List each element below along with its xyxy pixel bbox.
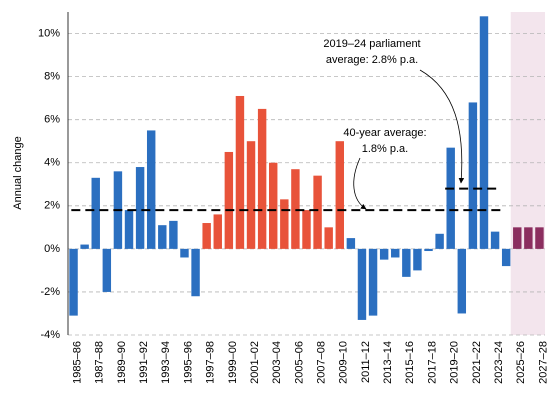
y-axis-label: Annual change bbox=[12, 136, 24, 209]
y-tick-label: 6% bbox=[44, 114, 60, 126]
x-tick-label: 1993–94 bbox=[160, 341, 172, 384]
bar bbox=[490, 231, 500, 249]
x-tick-label: 1999–00 bbox=[227, 341, 239, 384]
bar bbox=[501, 248, 511, 267]
x-tick-label: 2027–28 bbox=[537, 341, 549, 384]
bar bbox=[368, 248, 378, 316]
x-tick-label: 2021–22 bbox=[471, 341, 483, 384]
annotation: 40-year average: bbox=[343, 127, 426, 139]
bar bbox=[124, 210, 134, 249]
bar bbox=[102, 248, 112, 292]
bar bbox=[446, 147, 455, 249]
x-tick-label: 1991–92 bbox=[138, 341, 150, 384]
bar bbox=[335, 141, 344, 249]
x-tick-label: 2019–20 bbox=[449, 341, 461, 384]
bar bbox=[402, 248, 411, 277]
bar bbox=[257, 108, 267, 249]
bar bbox=[324, 227, 333, 249]
bar bbox=[280, 199, 289, 249]
bar bbox=[135, 167, 145, 249]
annotation: average: 2.8% p.a. bbox=[326, 54, 418, 66]
annotation: 2019–24 parliament bbox=[323, 38, 420, 50]
x-tick-label: 2017–18 bbox=[426, 341, 438, 384]
bar bbox=[91, 177, 100, 249]
bar bbox=[513, 227, 522, 249]
bar bbox=[535, 227, 544, 249]
bar bbox=[346, 238, 356, 249]
y-tick-label: 0% bbox=[44, 243, 60, 255]
bar bbox=[224, 151, 234, 249]
x-tick-label: 2023–24 bbox=[493, 341, 505, 384]
bar bbox=[291, 169, 300, 249]
bar bbox=[391, 248, 400, 258]
x-tick-label: 2005–06 bbox=[293, 341, 305, 384]
annotation: 1.8% p.a. bbox=[362, 143, 408, 155]
y-tick-label: 10% bbox=[38, 27, 60, 39]
x-tick-label: 2011–12 bbox=[360, 341, 372, 383]
bar bbox=[313, 175, 322, 249]
bar bbox=[302, 210, 311, 249]
bar bbox=[457, 248, 467, 314]
bar bbox=[246, 141, 256, 249]
x-tick-label: 2013–14 bbox=[382, 341, 394, 384]
x-tick-label: 2025–26 bbox=[515, 341, 527, 384]
x-tick-label: 1995–96 bbox=[182, 341, 194, 384]
x-tick-label: 1987–88 bbox=[94, 341, 106, 384]
arrow bbox=[419, 69, 465, 184]
bar bbox=[468, 102, 478, 249]
bar bbox=[146, 130, 156, 249]
bar bbox=[80, 244, 89, 249]
y-tick-label: -2% bbox=[40, 286, 60, 298]
bar bbox=[435, 233, 444, 249]
x-tick-label: 2009–10 bbox=[338, 341, 350, 384]
y-tick-label: 2% bbox=[44, 200, 60, 212]
y-tick-label: 8% bbox=[44, 71, 60, 83]
bar bbox=[213, 214, 222, 249]
bar bbox=[424, 248, 433, 252]
x-tick-label: 1985–86 bbox=[71, 341, 83, 384]
bar bbox=[158, 225, 167, 249]
bar bbox=[191, 248, 200, 297]
bar bbox=[524, 227, 533, 249]
y-tick-label: -4% bbox=[40, 329, 60, 341]
bar bbox=[413, 248, 422, 271]
x-tick-label: 2015–16 bbox=[404, 341, 416, 384]
x-tick-label: 2007–08 bbox=[315, 341, 327, 384]
bar bbox=[180, 248, 189, 258]
forecast-region bbox=[510, 12, 545, 335]
x-tick-label: 1989–90 bbox=[116, 341, 128, 384]
x-tick-label: 2003–04 bbox=[271, 341, 283, 384]
bar bbox=[269, 162, 278, 249]
y-tick-label: 4% bbox=[44, 157, 60, 169]
bar bbox=[479, 16, 489, 249]
bar bbox=[69, 248, 78, 316]
bar bbox=[169, 220, 178, 249]
bar bbox=[357, 248, 367, 320]
bar bbox=[202, 223, 211, 249]
x-tick-label: 1997–98 bbox=[205, 341, 217, 384]
bar bbox=[235, 95, 245, 249]
bar bbox=[379, 248, 389, 260]
arrow bbox=[353, 157, 367, 210]
x-tick-label: 2001–02 bbox=[249, 341, 261, 384]
